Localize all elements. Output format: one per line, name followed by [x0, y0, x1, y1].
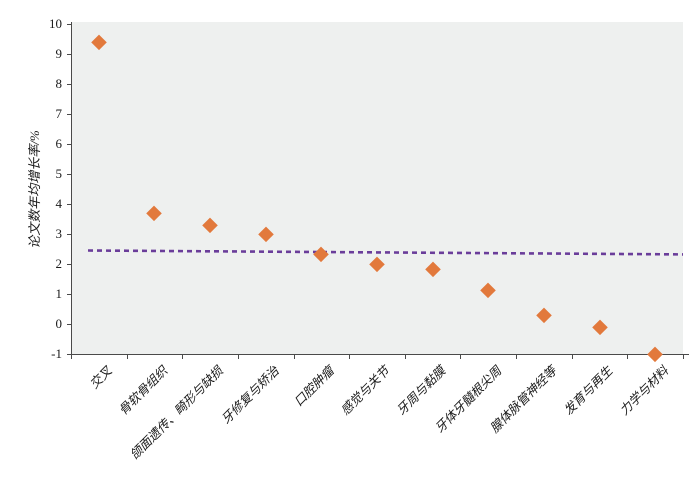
- x-tick-label-text: 发育与再生: [561, 363, 616, 418]
- x-tick-label-text: 口腔肿瘤: [291, 363, 338, 410]
- y-tick-label: 7: [55, 106, 63, 121]
- y-tick-label: 10: [49, 16, 62, 31]
- y-tick: [67, 144, 71, 145]
- y-tick-label: 5: [55, 166, 63, 181]
- x-tick-label-text: 颌面遗传、畸形与缺损: [127, 363, 226, 463]
- x-tick: [293, 354, 295, 359]
- y-tick-label: 0: [55, 316, 63, 331]
- y-tick: [67, 24, 71, 25]
- x-tick-label-text: 牙修复与矫治: [218, 363, 282, 427]
- y-tick: [67, 114, 71, 115]
- y-tick-label: 4: [55, 196, 63, 211]
- y-tick-label: 9: [55, 46, 63, 61]
- y-tick-label: 2: [55, 256, 63, 271]
- y-tick: [67, 234, 71, 235]
- x-tick: [683, 354, 684, 359]
- x-tick: [237, 354, 239, 359]
- y-tick-label: 1: [55, 286, 63, 301]
- x-tick: [126, 354, 128, 359]
- y-tick: [67, 84, 71, 85]
- x-tick: [627, 354, 629, 359]
- x-tick: [182, 354, 184, 359]
- x-tick: [71, 354, 72, 359]
- x-tick: [404, 354, 406, 359]
- y-tick: [67, 264, 71, 265]
- y-axis-line: [71, 22, 72, 354]
- y-axis-title: 论文数年均增长率/%: [27, 130, 42, 249]
- x-tick-label-text: 牙周与黏膜: [394, 363, 449, 418]
- y-tick: [67, 294, 71, 295]
- x-tick: [516, 354, 518, 359]
- y-tick: [67, 204, 71, 205]
- y-tick-label: -1: [51, 346, 62, 361]
- x-tick: [349, 354, 351, 359]
- x-tick-label-text: 交叉: [86, 363, 115, 392]
- y-tick-label: 3: [55, 226, 63, 241]
- x-tick: [460, 354, 462, 359]
- y-tick: [67, 324, 71, 325]
- y-tick: [67, 174, 71, 175]
- y-tick-label: 6: [55, 136, 63, 151]
- y-tick-label: 8: [55, 76, 63, 91]
- x-tick-label-text: 感觉与关节: [338, 363, 393, 418]
- y-tick: [67, 354, 71, 355]
- x-axis-line: [71, 354, 689, 355]
- plot-area: [71, 22, 683, 354]
- x-tick: [571, 354, 573, 359]
- trend-line: [87, 249, 684, 256]
- x-tick-label-text: 力学与材料: [616, 363, 671, 418]
- y-tick: [67, 54, 71, 55]
